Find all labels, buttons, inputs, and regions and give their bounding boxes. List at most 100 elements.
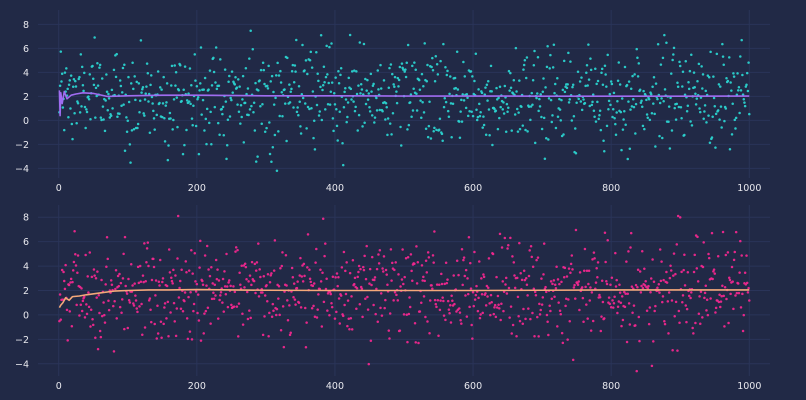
scatter-point — [540, 127, 544, 131]
scatter-point — [659, 63, 663, 66]
scatter-point — [636, 285, 639, 289]
scatter-point — [669, 269, 673, 272]
scatter-point — [433, 230, 436, 233]
scatter-point — [130, 129, 134, 132]
scatter-point — [172, 118, 175, 122]
scatter-point — [210, 266, 213, 269]
x-tick-label: 800 — [602, 183, 620, 194]
scatter-point — [413, 61, 416, 64]
scatter-point — [509, 305, 513, 308]
scatter-point — [734, 230, 738, 234]
scatter-point — [176, 257, 179, 260]
scatter-point — [668, 276, 672, 280]
scatter-point — [663, 320, 666, 323]
scatter-point — [665, 270, 668, 274]
scatter-point — [441, 139, 444, 142]
scatter-point — [402, 68, 405, 71]
scatter-point — [598, 295, 602, 299]
scatter-point — [507, 286, 511, 290]
scatter-point — [198, 89, 201, 92]
scatter-point — [613, 295, 616, 298]
scatter-point — [683, 284, 687, 287]
scatter-point — [623, 290, 626, 294]
scatter-point — [493, 306, 496, 309]
scatter-point — [89, 308, 93, 312]
scatter-point — [188, 67, 192, 70]
scatter-point — [612, 91, 616, 95]
y-tick-label: 4 — [23, 262, 29, 273]
scatter-point — [536, 315, 539, 319]
scatter-point — [577, 97, 580, 101]
scatter-point — [402, 282, 405, 286]
scatter-point — [120, 298, 124, 301]
scatter-point — [546, 320, 549, 323]
scatter-point — [284, 253, 288, 257]
scatter-point — [257, 242, 260, 245]
scatter-point — [108, 116, 112, 119]
scatter-point — [717, 83, 721, 86]
scatter-point — [661, 56, 665, 60]
scatter-point — [534, 294, 538, 297]
scatter-point — [143, 98, 147, 101]
scatter-point — [80, 309, 84, 313]
scatter-point — [690, 53, 693, 57]
scatter-point — [322, 300, 326, 304]
scatter-point — [600, 71, 603, 75]
scatter-point — [518, 79, 521, 82]
scatter-point — [332, 129, 335, 133]
scatter-point — [98, 66, 101, 69]
scatter-point — [400, 62, 404, 65]
scatter-point — [561, 88, 565, 92]
scatter-point — [385, 273, 388, 276]
scatter-point — [426, 320, 429, 323]
scatter-point — [355, 92, 359, 96]
y-tick-label: −4 — [15, 359, 29, 370]
scatter-point — [550, 297, 554, 301]
scatter-point — [210, 84, 214, 87]
scatter-point — [603, 64, 607, 67]
scatter-point — [234, 75, 237, 79]
scatter-point — [672, 274, 675, 277]
scatter-point — [476, 115, 480, 119]
scatter-point — [143, 114, 146, 117]
scatter-point — [569, 262, 573, 266]
scatter-point — [496, 294, 500, 298]
scatter-point — [538, 105, 542, 108]
scatter-point — [470, 110, 473, 113]
scatter-point — [390, 133, 393, 136]
scatter-point — [730, 133, 734, 136]
scatter-point — [448, 312, 451, 315]
scatter-point — [115, 317, 118, 320]
scatter-point — [586, 84, 589, 87]
scatter-point — [522, 68, 525, 71]
scatter-point — [321, 217, 325, 221]
scatter-point — [323, 80, 326, 84]
scatter-point — [462, 256, 466, 259]
scatter-point — [326, 309, 329, 312]
scatter-point — [279, 69, 282, 73]
scatter-point — [498, 116, 501, 120]
x-tick-label: 200 — [188, 183, 206, 194]
scatter-point — [506, 247, 509, 250]
scatter-point — [555, 265, 558, 268]
scatter-point — [549, 280, 553, 283]
scatter-point — [420, 301, 423, 304]
scatter-point — [317, 114, 321, 117]
scatter-point — [577, 280, 580, 283]
scatter-point — [513, 274, 516, 277]
scatter-point — [289, 331, 292, 335]
scatter-point — [352, 100, 355, 103]
scatter-point — [165, 284, 169, 288]
scatter-point — [306, 266, 309, 269]
scatter-point — [151, 102, 154, 105]
scatter-point — [536, 56, 540, 59]
scatter-point — [482, 123, 486, 127]
scatter-point — [170, 279, 174, 283]
scatter-point — [610, 82, 614, 86]
scatter-point — [553, 295, 556, 299]
scatter-point — [537, 109, 540, 113]
scatter-point — [426, 251, 430, 254]
scatter-point — [203, 312, 206, 315]
scatter-point — [495, 306, 499, 309]
scatter-point — [429, 137, 433, 140]
